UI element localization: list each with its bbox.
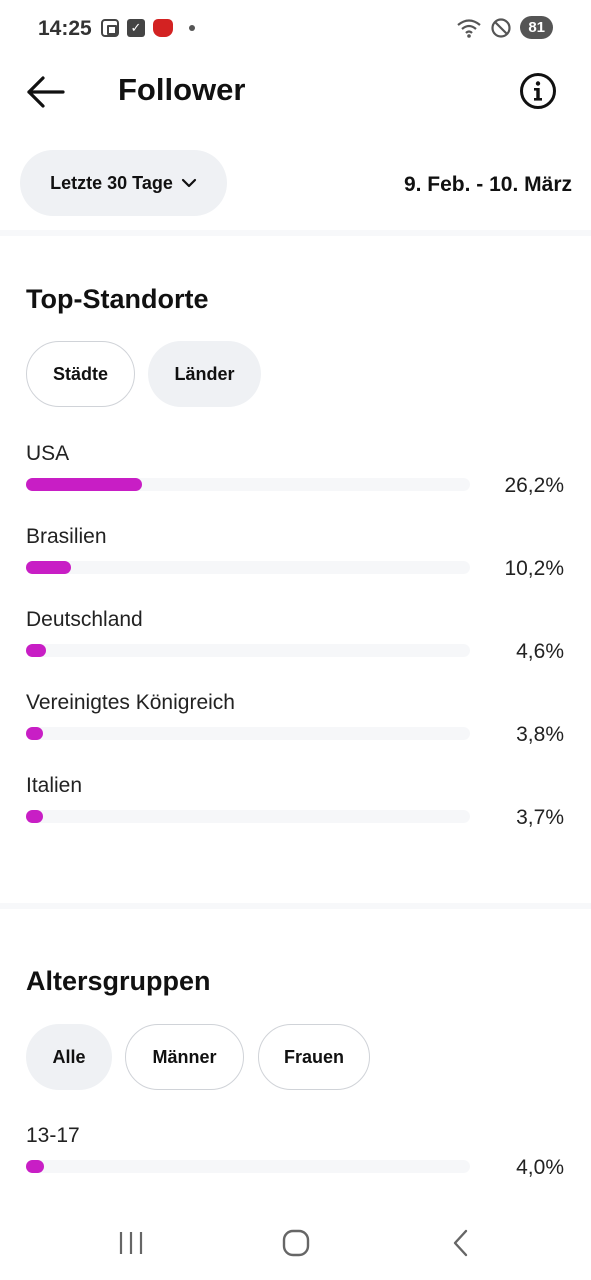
location-row: Italien 3,7% bbox=[26, 774, 566, 854]
tab-label: Männer bbox=[152, 1046, 217, 1067]
location-row: Deutschland 4,6% bbox=[26, 608, 566, 688]
filter-row: Letzte 30 Tage 9. Feb. - 10. März bbox=[0, 150, 591, 218]
location-label: USA bbox=[26, 442, 70, 465]
back-button[interactable] bbox=[26, 74, 66, 110]
location-label: Italien bbox=[26, 774, 83, 797]
home-button[interactable] bbox=[276, 1223, 316, 1263]
tab-all[interactable]: Alle bbox=[26, 1024, 112, 1090]
location-label: Vereinigtes Königreich bbox=[26, 691, 235, 714]
location-value: 26,2% bbox=[504, 474, 564, 497]
status-time: 14:25 bbox=[38, 17, 92, 40]
location-value: 3,8% bbox=[516, 723, 564, 746]
location-value: 3,7% bbox=[516, 806, 564, 829]
location-label: Deutschland bbox=[26, 608, 143, 631]
tab-label: Frauen bbox=[283, 1046, 344, 1067]
location-value: 10,2% bbox=[504, 557, 564, 580]
app-notification-icon bbox=[153, 19, 173, 37]
tab-label: Alle bbox=[52, 1046, 86, 1067]
location-bar-track bbox=[26, 810, 470, 823]
battery-icon: 81 bbox=[520, 16, 553, 39]
dot-icon bbox=[189, 25, 195, 31]
location-bar bbox=[26, 644, 47, 657]
chevron-left-icon bbox=[453, 1229, 468, 1257]
status-icons-right: 81 bbox=[456, 16, 553, 39]
tab-countries[interactable]: Länder bbox=[148, 341, 261, 407]
location-bar bbox=[26, 478, 143, 491]
location-bar-track bbox=[26, 478, 470, 491]
range-select-label: Letzte 30 Tage bbox=[50, 172, 173, 193]
location-row: USA 26,2% bbox=[26, 442, 566, 522]
status-icons-left: ✓ bbox=[101, 19, 195, 37]
recent-apps-icon bbox=[119, 1232, 143, 1254]
chevron-down-icon bbox=[181, 178, 196, 188]
range-select[interactable]: Letzte 30 Tage bbox=[20, 150, 227, 216]
location-label: Brasilien bbox=[26, 525, 107, 548]
info-circle-icon bbox=[520, 73, 556, 109]
wifi-icon bbox=[457, 18, 482, 38]
location-value: 4,6% bbox=[516, 640, 564, 663]
do-not-disturb-icon bbox=[491, 17, 511, 38]
recent-apps-button[interactable] bbox=[111, 1223, 151, 1263]
tab-label: Länder bbox=[174, 363, 235, 384]
location-bar bbox=[26, 561, 72, 574]
tab-label: Städte bbox=[52, 363, 108, 384]
age-label: 13-17 bbox=[26, 1124, 80, 1147]
age-bar bbox=[26, 1160, 44, 1173]
location-bar bbox=[26, 810, 43, 823]
checkbox-icon: ✓ bbox=[127, 19, 145, 37]
arrow-left-icon bbox=[27, 76, 65, 108]
section-title-top-locations: Top-Standorte bbox=[26, 284, 209, 314]
date-range: 9. Feb. - 10. März bbox=[403, 173, 572, 196]
age-bar-track bbox=[26, 1160, 470, 1173]
app-header: Follower bbox=[0, 60, 591, 124]
location-row: Brasilien 10,2% bbox=[26, 525, 566, 605]
divider bbox=[0, 230, 591, 236]
home-icon bbox=[282, 1229, 310, 1257]
location-bar bbox=[26, 727, 43, 740]
divider bbox=[0, 903, 591, 909]
tab-men[interactable]: Männer bbox=[125, 1024, 244, 1090]
info-button[interactable] bbox=[519, 72, 557, 110]
page-title: Follower bbox=[118, 72, 246, 107]
back-nav-button[interactable] bbox=[441, 1223, 481, 1263]
age-row: 13-17 4,0% bbox=[26, 1124, 566, 1204]
location-bar-track bbox=[26, 727, 470, 740]
section-title-age-groups: Altersgruppen bbox=[26, 966, 211, 996]
age-value: 4,0% bbox=[516, 1156, 564, 1179]
tab-cities[interactable]: Städte bbox=[26, 341, 135, 407]
location-bar-track bbox=[26, 561, 470, 574]
tab-women[interactable]: Frauen bbox=[258, 1024, 370, 1090]
location-row: Vereinigtes Königreich 3,8% bbox=[26, 691, 566, 771]
screenshot-icon bbox=[101, 19, 119, 37]
status-bar: 14:25 ✓ 81 bbox=[0, 0, 591, 60]
system-nav-bar bbox=[0, 1205, 591, 1280]
location-bar-track bbox=[26, 644, 470, 657]
